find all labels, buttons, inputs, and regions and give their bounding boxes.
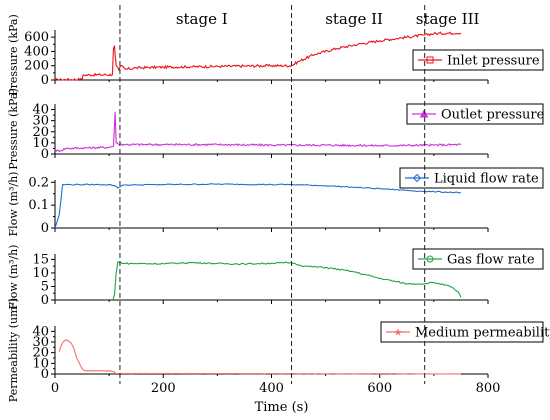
- series-line-perm: [58, 339, 461, 375]
- legend-box-outlet: [406, 103, 544, 125]
- series-line-inlet: [54, 31, 462, 81]
- y-tick-label-perm-3: 30: [32, 335, 49, 350]
- y-tick-label-liquid-1: 0.1: [28, 198, 49, 213]
- series-line-outlet: [54, 111, 462, 153]
- y-tick-label-inlet-2: 400: [24, 44, 49, 59]
- series-line-liquid: [54, 183, 461, 229]
- y-axis-title-liquid: Flow (m³/h): [7, 172, 20, 237]
- y-tick-label-outlet-3: 30: [32, 114, 49, 129]
- legend-box-inlet: [412, 49, 544, 71]
- y-axis-title-inlet: Pressure (kPa): [7, 14, 20, 96]
- x-tick-label-4: 800: [476, 381, 501, 396]
- y-tick-label-perm-1: 10: [32, 356, 49, 371]
- legend-label-inlet: Inlet pressure: [447, 54, 540, 69]
- legend-box-perm: [380, 321, 544, 343]
- panel-liquid: 0 0.1 0.2 Flow (m³/h) Liquid flow rate: [7, 167, 544, 237]
- y-tick-label-inlet-0: 0: [41, 73, 49, 88]
- series-line-gas: [112, 261, 462, 301]
- stage-label-2: stage III: [416, 10, 480, 28]
- legend-box-gas: [412, 248, 544, 270]
- legend-marker-outlet: [419, 109, 429, 118]
- x-axis-title: Time (s): [255, 400, 309, 415]
- legend-gas: Gas flow rate: [412, 248, 544, 270]
- y-tick-label-inlet-3: 600: [24, 30, 49, 45]
- legend-outlet: Outlet pressure: [406, 103, 545, 125]
- legend-label-outlet: Outlet pressure: [441, 108, 545, 123]
- y-tick-label-perm-4: 40: [32, 324, 49, 339]
- legend-label-liquid: Liquid flow rate: [434, 172, 539, 187]
- y-tick-label-outlet-0: 0: [41, 147, 49, 162]
- x-tick-label-2: 400: [259, 381, 284, 396]
- y-tick-label-outlet-2: 20: [32, 125, 49, 140]
- legend-marker-liquid: [412, 173, 422, 183]
- stage-label-1: stage II: [325, 10, 383, 28]
- y-tick-label-gas-2: 10: [32, 266, 49, 281]
- y-axis-title-perm: Permeability (um²): [7, 298, 20, 402]
- legend-marker-perm: ★: [394, 328, 403, 339]
- legend-marker-gas: [426, 255, 434, 263]
- y-tick-label-perm-2: 20: [32, 346, 49, 361]
- legend-marker-inlet: [426, 56, 434, 64]
- y-tick-label-liquid-0: 0: [41, 221, 49, 236]
- legend-inlet: Inlet pressure: [412, 49, 544, 71]
- y-tick-label-gas-0: 0: [41, 293, 49, 308]
- legend-liquid: Liquid flow rate: [399, 167, 544, 189]
- legend-label-gas: Gas flow rate: [447, 253, 535, 268]
- y-tick-label-outlet-4: 40: [32, 103, 49, 118]
- y-tick-label-gas-3: 15: [32, 252, 49, 267]
- y-tick-label-perm-0: 0: [41, 367, 49, 382]
- y-tick-label-outlet-1: 10: [32, 136, 49, 151]
- y-axis-title-outlet: Pressure (kPa): [7, 88, 20, 170]
- legend-label-perm: Medium permeability: [415, 326, 550, 341]
- x-tick-label-3: 600: [367, 381, 392, 396]
- y-axis-title-gas: Flow (m³/h): [7, 245, 20, 310]
- y-tick-label-liquid-2: 0.2: [28, 175, 49, 190]
- x-tick-label-0: 0: [51, 381, 59, 396]
- legend-box-liquid: [399, 167, 544, 189]
- y-tick-label-inlet-1: 200: [24, 59, 49, 74]
- stage-label-0: stage I: [176, 10, 228, 28]
- legend-perm: ★ Medium permeability: [380, 321, 550, 343]
- y-tick-label-gas-1: 5: [41, 279, 49, 294]
- x-tick-label-1: 200: [151, 381, 176, 396]
